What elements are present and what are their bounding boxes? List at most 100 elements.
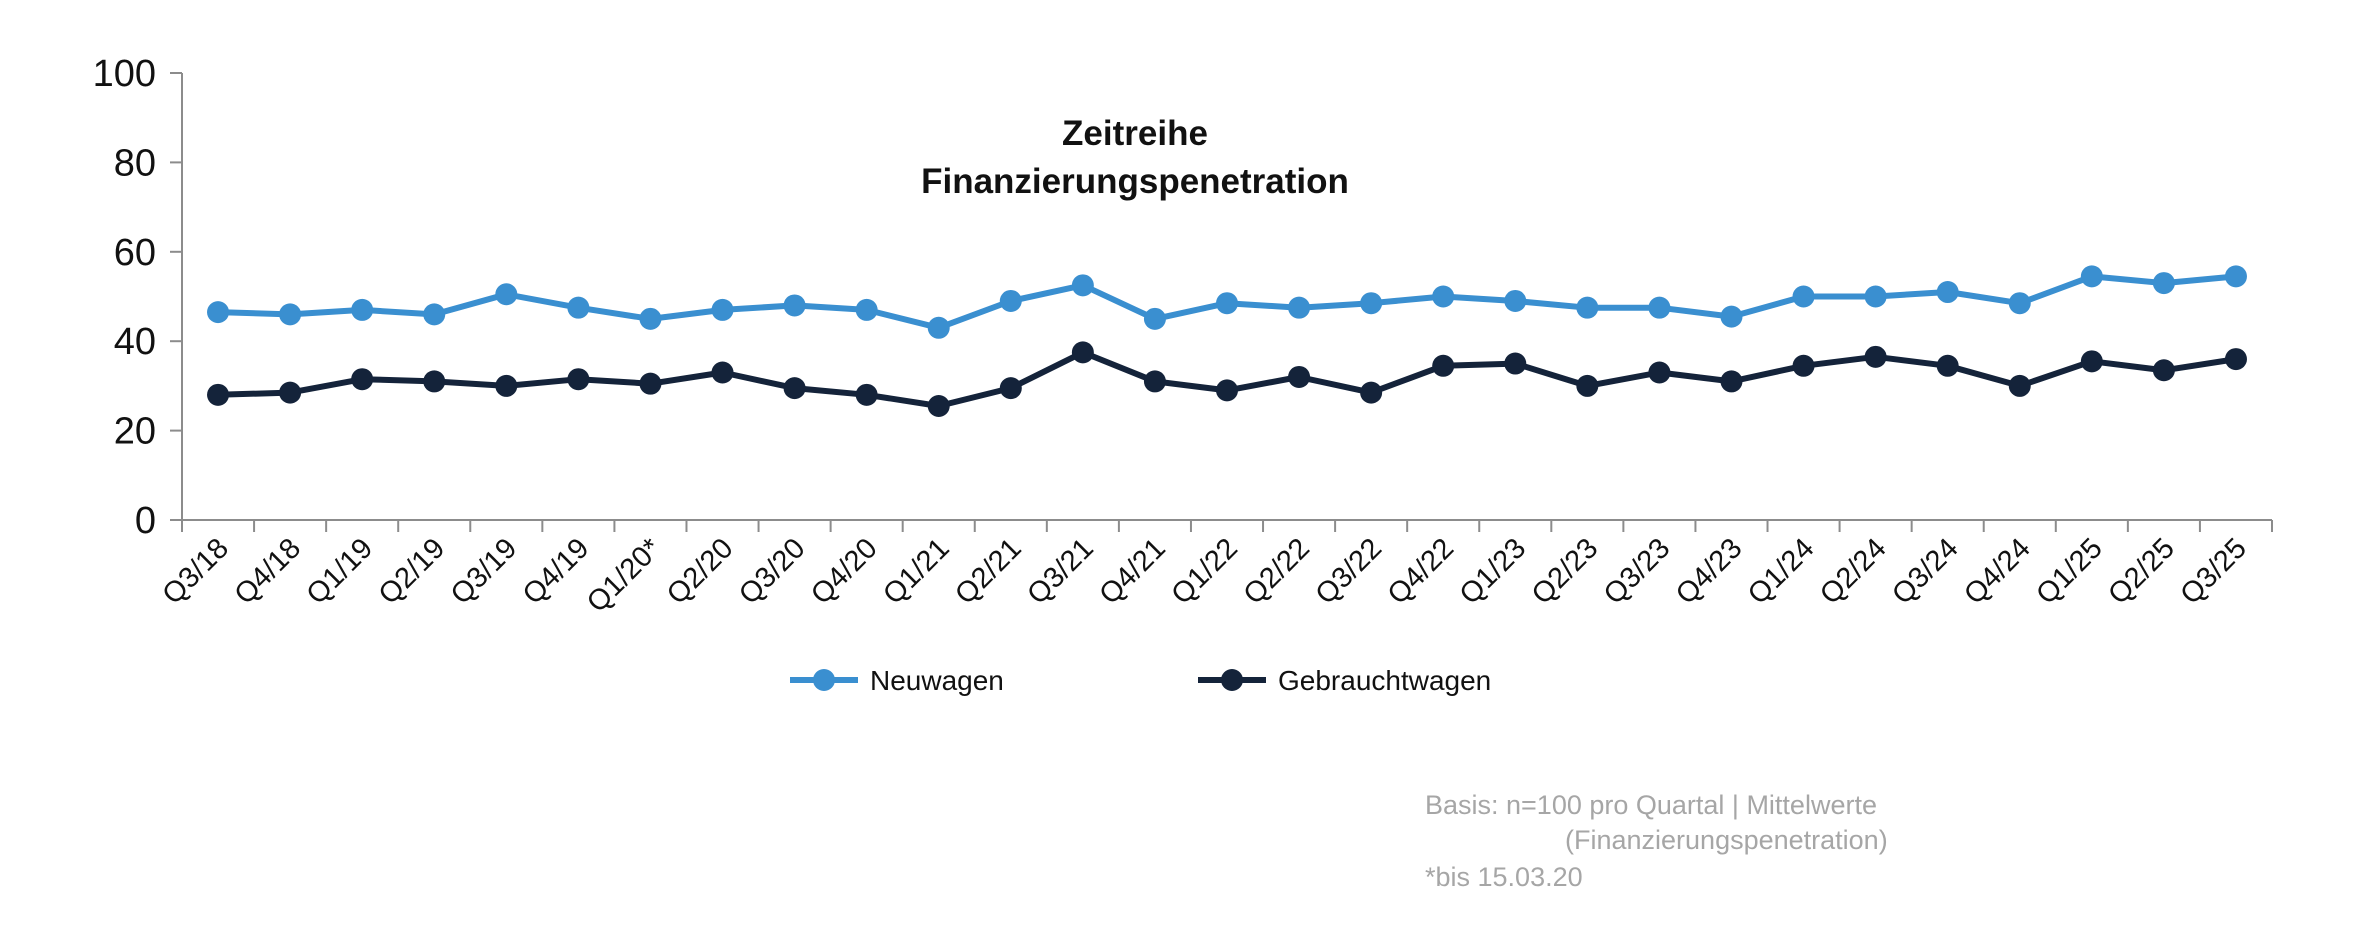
legend-marker-gebrauchtwagen [1221,669,1243,691]
x-tick-label: Q4/24 [1958,532,2036,610]
x-tick-label: Q3/20 [733,532,811,610]
x-tick-label: Q3/19 [445,532,523,610]
data-point-gebrauchtwagen [2152,359,2175,382]
data-point-neuwagen [1576,296,1599,319]
x-tick-label: Q3/21 [1021,532,1099,610]
footnote-metric: (Finanzierungspenetration) [1565,825,1888,855]
x-tick-label: Q2/19 [373,532,451,610]
chart-title-line-2: Finanzierungspenetration [921,162,1349,201]
data-point-neuwagen [711,298,734,321]
y-tick-label: 80 [114,142,156,184]
y-tick-label: 0 [135,500,156,542]
x-tick-label: Q4/21 [1093,532,1171,610]
x-tick-label: Q2/21 [949,532,1027,610]
data-point-gebrauchtwagen [999,377,1022,400]
x-tick-label: Q3/23 [1598,532,1676,610]
data-point-neuwagen [279,303,302,326]
data-point-neuwagen [1936,281,1959,304]
data-point-gebrauchtwagen [855,383,878,406]
data-point-gebrauchtwagen [207,383,230,406]
x-tick-label: Q1/25 [2030,532,2108,610]
data-point-neuwagen [783,294,806,317]
data-point-gebrauchtwagen [567,368,590,391]
x-tick-label: Q4/23 [1670,532,1748,610]
data-point-neuwagen [999,289,1022,312]
data-point-gebrauchtwagen [279,381,302,404]
data-point-gebrauchtwagen [1504,352,1527,375]
data-point-gebrauchtwagen [927,395,950,418]
legend: Neuwagen Gebrauchtwagen [790,665,1491,696]
data-point-gebrauchtwagen [1288,365,1311,388]
legend-marker-neuwagen [813,669,835,691]
data-point-gebrauchtwagen [1143,370,1166,393]
data-point-gebrauchtwagen [1792,354,1815,377]
x-tick-label: Q1/22 [1165,532,1243,610]
data-point-gebrauchtwagen [1576,374,1599,397]
footnote-basis: Basis: n=100 pro Quartal | Mittelwerte [1425,790,1877,820]
data-point-neuwagen [423,303,446,326]
x-tick-label: Q1/23 [1454,532,1532,610]
data-point-neuwagen [1432,285,1455,308]
data-point-neuwagen [1792,285,1815,308]
x-tick-label: Q1/24 [1742,532,1820,610]
x-tick-label: Q4/22 [1382,532,1460,610]
x-tick-label: Q3/25 [2174,532,2252,610]
x-tick-label: Q2/23 [1526,532,1604,610]
data-point-gebrauchtwagen [2224,348,2247,371]
data-point-gebrauchtwagen [351,368,374,391]
x-tick-label: Q2/25 [2102,532,2180,610]
data-point-neuwagen [1071,274,1094,297]
legend-label-gebrauchtwagen: Gebrauchtwagen [1278,665,1491,696]
data-point-gebrauchtwagen [783,377,806,400]
footnote-date: *bis 15.03.20 [1425,862,1583,892]
data-point-gebrauchtwagen [495,374,518,397]
x-tick-label: Q1/19 [301,532,379,610]
data-point-neuwagen [1360,292,1383,315]
x-tick-label: Q4/18 [229,532,307,610]
data-point-neuwagen [495,283,518,306]
x-tick-label: Q3/18 [156,532,234,610]
data-point-gebrauchtwagen [1216,379,1238,402]
data-point-neuwagen [2008,292,2031,315]
data-point-gebrauchtwagen [1071,341,1094,364]
y-tick-label: 40 [114,321,156,363]
x-tick-label: Q3/24 [1886,532,1964,610]
data-point-gebrauchtwagen [2080,350,2103,373]
data-point-gebrauchtwagen [2008,374,2031,397]
data-point-neuwagen [1216,292,1238,315]
y-tick-label: 20 [114,411,156,453]
data-point-gebrauchtwagen [1432,354,1455,377]
data-point-neuwagen [1720,305,1743,328]
data-point-gebrauchtwagen [1864,345,1887,368]
x-tick-label: Q4/20 [805,532,883,610]
x-tick-label: Q3/22 [1310,532,1388,610]
data-point-neuwagen [2224,265,2247,288]
data-point-neuwagen [1648,296,1671,319]
data-point-gebrauchtwagen [639,372,662,395]
legend-label-neuwagen: Neuwagen [870,665,1004,696]
x-tick-label: Q2/22 [1238,532,1316,610]
data-point-neuwagen [2152,272,2175,295]
data-point-neuwagen [207,301,230,324]
data-point-gebrauchtwagen [1936,354,1959,377]
chart-title-line-1: Zeitreihe [1062,114,1208,153]
data-point-neuwagen [927,316,950,339]
data-point-neuwagen [1143,307,1166,330]
y-tick-label: 60 [114,232,156,274]
data-point-neuwagen [639,307,662,330]
data-point-neuwagen [1504,289,1527,312]
data-point-neuwagen [855,298,878,321]
data-point-neuwagen [1864,285,1887,308]
data-point-neuwagen [1288,296,1311,319]
data-point-neuwagen [2080,265,2103,288]
data-point-gebrauchtwagen [1360,381,1383,404]
data-point-neuwagen [351,298,374,321]
x-tick-label: Q1/21 [877,532,955,610]
y-tick-label: 100 [93,53,156,95]
x-tick-label: Q1/20* [581,532,667,618]
x-tick-label: Q2/24 [1814,532,1892,610]
data-point-gebrauchtwagen [1648,361,1671,384]
data-point-gebrauchtwagen [711,361,734,384]
x-tick-label: Q2/20 [661,532,739,610]
